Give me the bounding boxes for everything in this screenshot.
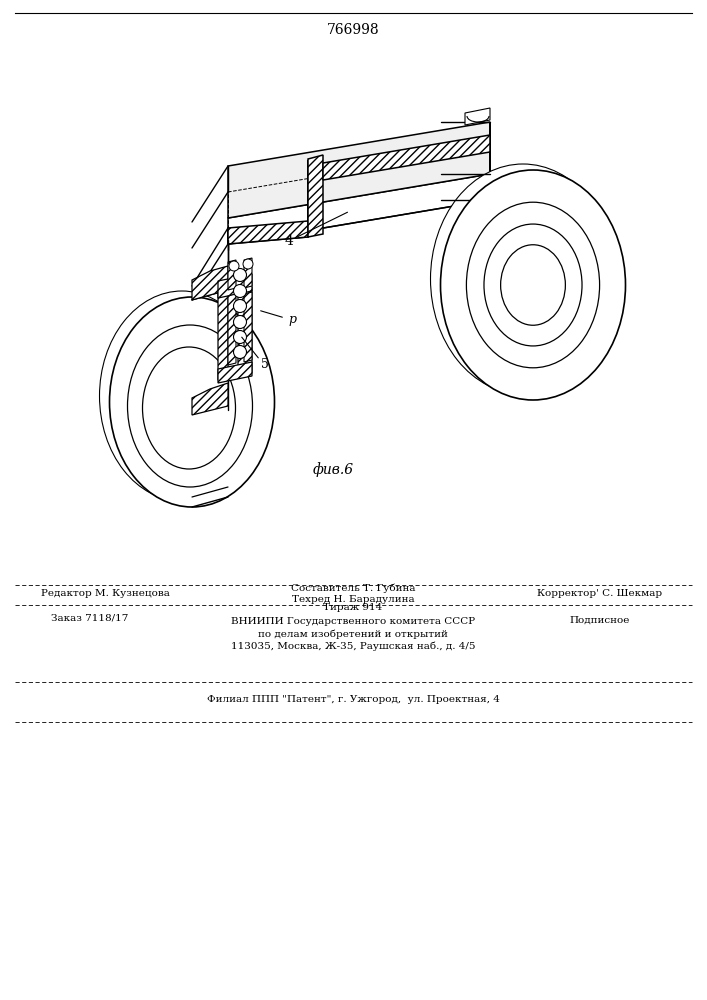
Text: по делам изобретений и открытий: по делам изобретений и открытий xyxy=(258,629,448,639)
Polygon shape xyxy=(228,122,490,218)
Polygon shape xyxy=(192,266,228,300)
Polygon shape xyxy=(228,260,236,290)
Polygon shape xyxy=(218,290,228,380)
Polygon shape xyxy=(244,258,252,288)
Ellipse shape xyxy=(100,291,264,501)
Polygon shape xyxy=(465,108,490,125)
Text: 766998: 766998 xyxy=(327,23,380,37)
Polygon shape xyxy=(308,155,323,237)
Polygon shape xyxy=(228,222,308,244)
Circle shape xyxy=(233,346,247,359)
Text: ВНИИПИ Государственного комитета СССР: ВНИИПИ Государственного комитета СССР xyxy=(231,617,475,626)
Circle shape xyxy=(233,330,247,344)
Text: Тираж 914: Тираж 914 xyxy=(323,603,382,612)
Text: 113035, Москва, Ж-35, Раушская наб., д. 4/5: 113035, Москва, Ж-35, Раушская наб., д. … xyxy=(230,641,475,651)
Circle shape xyxy=(233,316,247,328)
Polygon shape xyxy=(218,274,252,298)
Text: Корректор' С. Шекмар: Корректор' С. Шекмар xyxy=(537,588,662,597)
Polygon shape xyxy=(244,292,252,362)
Circle shape xyxy=(233,268,247,282)
Text: Редактор М. Кузнецова: Редактор М. Кузнецова xyxy=(40,588,170,597)
Text: фив.6: фив.6 xyxy=(312,463,354,477)
Ellipse shape xyxy=(431,164,616,394)
Text: 5: 5 xyxy=(261,358,269,370)
Polygon shape xyxy=(228,221,308,244)
Polygon shape xyxy=(228,294,236,365)
Text: Составитель Т. Губина: Составитель Т. Губина xyxy=(291,583,415,593)
Circle shape xyxy=(233,300,247,312)
Text: Подписное: Подписное xyxy=(570,615,630,624)
Polygon shape xyxy=(192,383,228,415)
Circle shape xyxy=(243,259,253,269)
Polygon shape xyxy=(218,362,252,383)
Ellipse shape xyxy=(440,170,626,400)
Text: Техред Н. Барадулина: Техред Н. Барадулина xyxy=(292,595,414,604)
Text: 4: 4 xyxy=(284,234,293,248)
Ellipse shape xyxy=(110,297,274,507)
Text: Заказ 7118/17: Заказ 7118/17 xyxy=(52,613,129,622)
Polygon shape xyxy=(323,135,490,180)
Circle shape xyxy=(229,261,239,271)
Polygon shape xyxy=(228,174,490,244)
Text: Филиал ППП "Патент", г. Ужгород,  ул. Проектная, 4: Филиал ППП "Патент", г. Ужгород, ул. Про… xyxy=(206,696,499,704)
Circle shape xyxy=(233,284,247,298)
Text: р: р xyxy=(288,314,296,326)
Polygon shape xyxy=(238,287,252,376)
